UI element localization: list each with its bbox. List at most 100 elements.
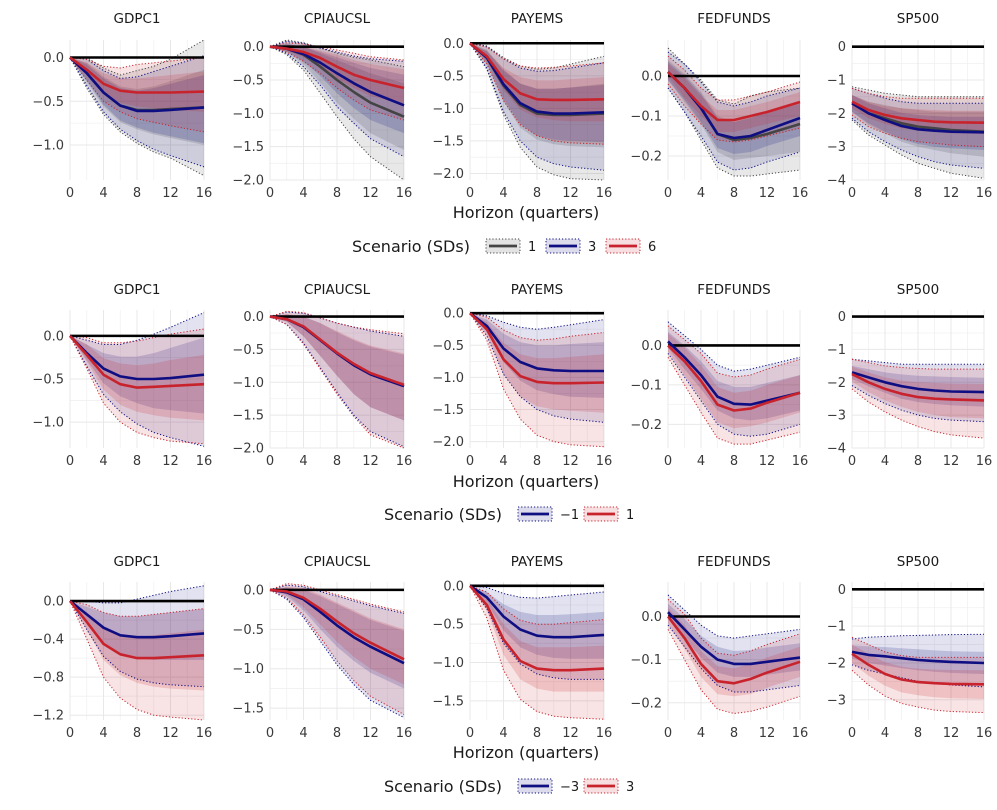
x-tick-label: 16 (596, 454, 613, 469)
x-tick-label: 4 (99, 726, 107, 741)
x-tick-label: 0 (664, 454, 672, 469)
x-tick-label: 12 (362, 726, 379, 741)
y-tick-label: −1.0 (432, 656, 464, 671)
x-tick-label: 12 (943, 726, 960, 741)
y-tick-label: −1.0 (32, 139, 64, 154)
x-tick-label: 12 (562, 726, 579, 741)
bound-lo-series-1 (469, 312, 605, 448)
x-tick-label: 12 (162, 726, 179, 741)
y-tick-label: −1.0 (232, 376, 264, 391)
line-series-−1 (69, 334, 205, 381)
line-series-−1 (851, 371, 985, 394)
band-series-3 (852, 95, 984, 150)
panel-title: GDPC1 (113, 282, 160, 298)
band-series-−1 (270, 312, 404, 447)
legend-key-6 (605, 238, 641, 254)
x-tick-label: 4 (99, 454, 107, 469)
y-tick-label: 0.0 (243, 310, 264, 325)
x-tick-label: 4 (299, 186, 307, 201)
band-series-−1 (668, 331, 800, 421)
bound-hi-series-−1 (851, 358, 984, 365)
bound-lo-series-−1 (851, 385, 985, 423)
line-series-3 (469, 584, 605, 672)
x-tick-label: 0 (266, 454, 274, 469)
x-tick-label: 8 (730, 726, 738, 741)
band-series-3 (270, 41, 404, 157)
y-tick-label: −1.5 (232, 409, 264, 424)
band-series-−1 (270, 314, 404, 421)
y-tick-label: −3 (827, 409, 846, 424)
band-series-1 (70, 40, 204, 176)
band-series-−1 (668, 321, 800, 437)
bound-hi-series-−1 (269, 311, 405, 337)
y-tick-label: 0.0 (641, 70, 662, 85)
band-series-6 (470, 43, 604, 122)
band-series-−3 (470, 585, 604, 659)
line-series-3 (68, 600, 205, 660)
x-tick-label: 12 (943, 186, 960, 201)
x-tick-label: 8 (533, 726, 541, 741)
panel-title: GDPC1 (113, 554, 160, 570)
panel-payems: 0 4 8 12 16 −1.5 −1.0 −0.5 0.0 PAYEMS (432, 554, 612, 741)
x-tick-label: 4 (299, 726, 307, 741)
bound-lo-series-6 (667, 83, 801, 143)
panel-title: CPIAUCSL (304, 282, 371, 298)
x-tick-label: 8 (333, 454, 341, 469)
legend: Scenario (SDs) −3 3 (384, 777, 634, 796)
y-tick-label: −2.0 (432, 167, 464, 182)
bound-hi-series-3 (667, 51, 801, 107)
band-series-1 (668, 325, 800, 445)
y-tick-label: 0 (838, 583, 846, 598)
y-tick-label: −0.5 (232, 343, 264, 358)
x-tick-label: 4 (697, 186, 705, 201)
band-series-3 (668, 52, 800, 170)
band-series-−3 (668, 603, 800, 677)
bound-lo-series-6 (851, 114, 985, 148)
x-tick-label: 16 (196, 454, 213, 469)
band-series-1 (270, 43, 404, 150)
y-tick-label: −0.4 (32, 633, 64, 648)
legend-title: Scenario (SDs) (384, 505, 502, 524)
panel-title: FEDFUNDS (697, 11, 770, 27)
bound-hi-series-6 (469, 42, 605, 69)
panel-payems: 0 4 8 12 16 −2.0 −1.5 −1.0 −0.5 0.0 PAYEMS (432, 11, 612, 201)
x-tick-label: 0 (66, 726, 74, 741)
bound-lo-series-−1 (667, 353, 801, 437)
y-tick-label: 0.0 (243, 40, 264, 55)
bound-hi-series-6 (69, 57, 205, 69)
band-series-1 (270, 40, 404, 180)
band-series-3 (70, 601, 204, 720)
y-tick-label: −0.5 (432, 339, 464, 354)
x-tick-label: 0 (466, 726, 474, 741)
bound-hi-series-−1 (667, 321, 801, 372)
y-tick-label: 0.0 (43, 329, 64, 344)
x-tick-label: 12 (162, 454, 179, 469)
x-tick-label: 12 (759, 186, 776, 201)
legend-title: Scenario (SDs) (384, 777, 502, 796)
line-series-6 (667, 71, 801, 122)
band-series-3 (470, 585, 604, 692)
bound-lo-series-3 (469, 585, 605, 720)
x-tick-label: 8 (914, 186, 922, 201)
x-tick-label: 8 (133, 454, 141, 469)
line-series-−3 (851, 650, 985, 665)
y-tick-label: −1 (827, 620, 846, 635)
x-tick-label: 16 (396, 454, 413, 469)
bound-hi-series-3 (69, 55, 205, 80)
x-tick-label: 0 (848, 454, 856, 469)
line-series-3 (69, 56, 205, 113)
y-tick-label: −1.5 (432, 134, 464, 149)
line-series-3 (666, 615, 801, 685)
x-tick-label: 12 (362, 186, 379, 201)
legend-label: 3 (626, 780, 634, 795)
x-tick-label: 4 (499, 186, 507, 201)
y-tick-label: −0.8 (32, 671, 64, 686)
bound-lo-series-3 (269, 589, 405, 715)
y-tick-label: 0 (838, 310, 846, 325)
x-tick-label: 16 (792, 186, 809, 201)
band-series-1 (668, 333, 800, 429)
bound-lo-series-3 (667, 629, 801, 715)
y-tick-label: 0.0 (43, 595, 64, 610)
bound-hi-series-1 (667, 47, 801, 105)
y-tick-label: −2 (827, 656, 846, 671)
